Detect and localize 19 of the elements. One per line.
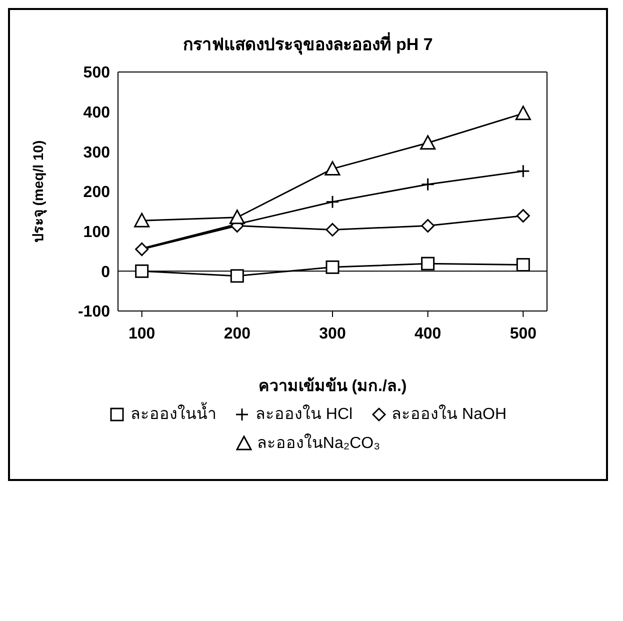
y-tick-label: 0 xyxy=(101,264,110,281)
y-tick-label: 400 xyxy=(83,104,110,122)
x-tick-label: 300 xyxy=(319,325,346,342)
y-tick-label: 500 xyxy=(83,64,110,82)
x-tick-label: 200 xyxy=(224,325,251,342)
legend-label: ละอองใน NaOH xyxy=(392,404,506,425)
legend-label: ละอองในNa₂CO₃ xyxy=(256,432,380,454)
y-axis-title: ประจุ (meq/l 10) xyxy=(30,140,47,243)
y-tick-label: 200 xyxy=(83,184,110,202)
legend-label: ละอองในน้ำ xyxy=(130,401,216,425)
x-tick-label: 400 xyxy=(414,325,442,342)
y-tick-label: -100 xyxy=(78,304,110,321)
y-tick-label: 300 xyxy=(83,144,110,162)
x-tick-label: 100 xyxy=(128,325,156,342)
y-tick-label: 100 xyxy=(83,224,110,242)
x-tick-label: 500 xyxy=(510,325,537,342)
chart-title: กราฟแสดงประจุของละอองที่ pH 7 xyxy=(182,31,434,57)
legend-label: ละอองใน HCl xyxy=(255,404,353,425)
x-axis-title: ความเข้มข้น (มก./ล.) xyxy=(258,377,407,395)
